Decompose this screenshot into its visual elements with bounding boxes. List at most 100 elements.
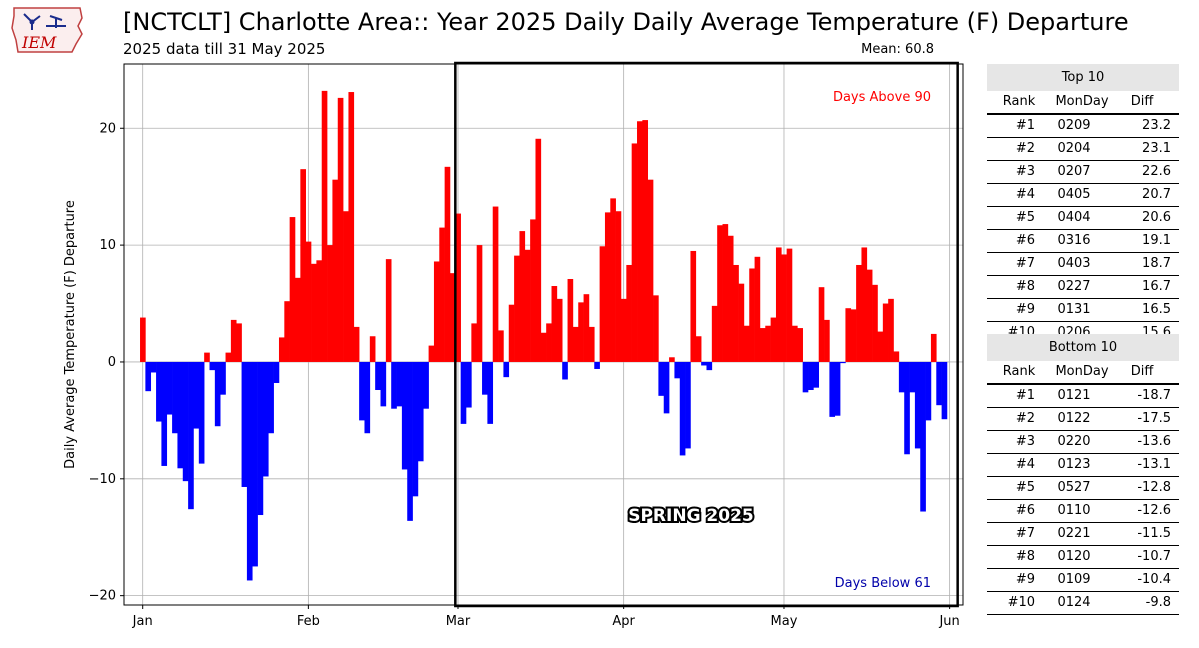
bar <box>824 319 830 362</box>
bar <box>300 169 306 362</box>
bar <box>444 166 451 362</box>
bar <box>220 361 226 395</box>
rank-cell: #3 <box>1015 164 1035 179</box>
bar <box>385 259 392 362</box>
monday-cell: 0109 <box>1057 572 1091 587</box>
rank-cell: #9 <box>1015 302 1035 317</box>
monday-cell: 0110 <box>1057 503 1091 518</box>
monday-cell: 0122 <box>1057 411 1091 426</box>
diff-cell: -10.7 <box>1137 549 1171 564</box>
bar <box>177 361 184 469</box>
bar <box>829 361 836 417</box>
bar <box>471 323 478 362</box>
diff-cell: -12.8 <box>1137 480 1171 495</box>
rank-cell: #7 <box>1015 256 1035 271</box>
bar <box>161 361 168 466</box>
plot-frame <box>123 63 964 606</box>
bar <box>369 336 376 362</box>
bar <box>246 361 253 581</box>
chart-title: [NCTCLT] Charlotte Area:: Year 2025 Dail… <box>123 8 1129 36</box>
monday-header: MonDay <box>1055 364 1109 379</box>
bar <box>904 361 910 455</box>
bar <box>428 345 435 362</box>
bar <box>685 361 691 449</box>
table-row: #6 0316 19.1 <box>987 230 1179 253</box>
bar <box>503 361 510 378</box>
table-row: #9 0109 -10.4 <box>987 569 1179 592</box>
bar <box>321 90 328 362</box>
bar <box>455 213 461 362</box>
bar <box>241 361 248 487</box>
bar <box>722 224 729 362</box>
monday-cell: 0227 <box>1057 279 1091 294</box>
bar <box>759 328 766 362</box>
bar <box>781 254 787 362</box>
monday-cell: 0527 <box>1057 480 1091 495</box>
table-row: #2 0204 23.1 <box>987 138 1179 161</box>
bottom10-title: Bottom 10 <box>987 334 1179 361</box>
bar <box>172 361 178 434</box>
bar <box>631 143 638 362</box>
table-row: #7 0403 18.7 <box>987 253 1179 276</box>
bar <box>791 325 798 362</box>
bar <box>273 361 280 383</box>
bar <box>808 361 814 391</box>
diff-cell: -13.6 <box>1137 434 1171 449</box>
bar <box>230 319 237 362</box>
bar <box>327 245 333 362</box>
bar <box>482 361 488 395</box>
bar <box>150 361 157 373</box>
bar <box>295 277 301 362</box>
bar <box>647 179 654 362</box>
bar <box>546 323 552 362</box>
table-row: #1 0121 -18.7 <box>987 385 1179 408</box>
table-row: #4 0123 -13.1 <box>987 454 1179 477</box>
spring-highlight-box <box>454 61 959 608</box>
rank-cell: #1 <box>1015 388 1035 403</box>
bar <box>439 227 445 362</box>
bar <box>813 361 820 388</box>
monday-cell: 0221 <box>1057 526 1091 541</box>
rank-cell: #4 <box>1015 187 1035 202</box>
diff-cell: 22.6 <box>1142 164 1171 179</box>
monday-cell: 0316 <box>1057 233 1091 248</box>
monday-cell: 0404 <box>1057 210 1091 225</box>
chart-subtitle: 2025 data till 31 May 2025 <box>123 40 326 58</box>
bar <box>653 295 659 362</box>
rank-cell: #2 <box>1015 411 1035 426</box>
rank-cell: #5 <box>1015 480 1035 495</box>
monday-cell: 0204 <box>1057 141 1091 156</box>
bar <box>663 361 670 414</box>
rank-cell: #9 <box>1015 572 1035 587</box>
bar <box>316 260 323 362</box>
bar <box>866 269 873 362</box>
bar <box>626 264 632 362</box>
bar <box>519 231 526 362</box>
bar <box>658 361 665 396</box>
bar <box>396 361 403 407</box>
bar <box>679 361 686 456</box>
bar <box>669 357 675 362</box>
bar <box>599 246 606 362</box>
rank-cell: #8 <box>1015 549 1035 564</box>
bar <box>343 211 349 362</box>
bar <box>524 249 531 362</box>
bar <box>359 361 365 421</box>
bottom10-header-row: Rank MonDay Diff <box>987 361 1179 385</box>
y-tick-label: 20 <box>99 121 116 136</box>
y-tick-label: 10 <box>99 238 116 253</box>
bar <box>305 241 312 362</box>
diff-cell: -13.1 <box>1137 457 1171 472</box>
bar <box>706 361 713 371</box>
logo-text: IEM <box>21 33 57 52</box>
bar <box>412 361 419 497</box>
y-tick-label: 0 <box>108 355 116 370</box>
x-tick-label: May <box>771 614 798 629</box>
bar <box>674 361 681 379</box>
bar <box>797 328 803 362</box>
monday-cell: 0124 <box>1057 595 1091 610</box>
bar <box>145 361 152 392</box>
x-tick-label: Feb <box>297 614 320 629</box>
bar <box>920 361 926 512</box>
bar <box>888 298 894 362</box>
